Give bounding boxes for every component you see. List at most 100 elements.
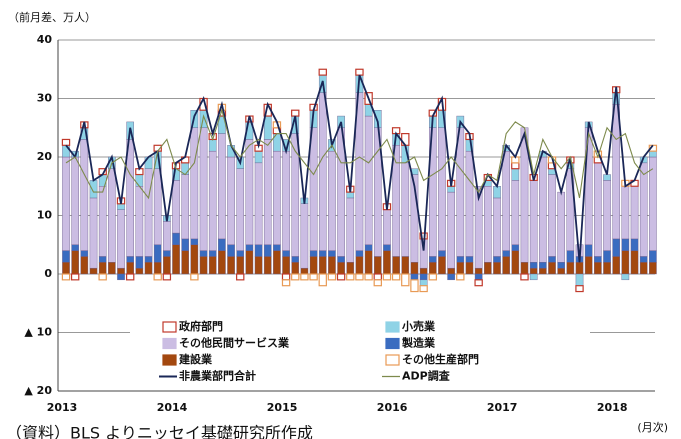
bar-segment [383,244,391,251]
bar-segment [245,139,254,245]
bar-segment [218,250,226,275]
y-tick-label: 20 [37,150,53,163]
bar-segment [447,273,455,281]
bar-segment [364,244,373,251]
bar-segment [318,68,327,76]
bar-segment [199,250,208,257]
bar-segment [621,186,630,240]
bar-segment [227,244,235,257]
bar-segment [98,256,107,263]
bar-segment [355,273,364,281]
bar-segment [153,168,162,245]
y-tick-label: 0 [44,267,52,280]
bar-segment [80,250,89,257]
bar-segment [465,150,474,257]
bar-segment [108,168,116,263]
bar-segment [126,139,134,257]
bar-segment [162,273,172,281]
bar-segment [493,197,501,257]
bar-segment [61,273,71,281]
legend-label: 製造業 [401,336,436,350]
legend-swatch [385,337,400,350]
bar-segment [98,273,107,281]
bar-segment [153,273,162,281]
bar-segment [355,68,364,76]
bar-segment [89,267,98,275]
bar-segment [327,273,337,281]
bar-segment [328,150,336,251]
bar-segment [502,256,510,275]
bar-segment [126,262,134,275]
bar-segment [447,267,455,275]
legend-swatch [385,354,400,366]
bar-segment [401,256,410,275]
bar-segment [62,156,70,251]
bar-segment [346,197,355,263]
bar-segment [594,162,602,257]
bar-segment [484,186,492,263]
bar-segment [172,244,180,275]
bar-segment [336,273,346,281]
bar-segment [125,273,135,281]
bar-segment [575,285,584,293]
bar-segment [474,267,483,275]
legend-label: 小売業 [401,319,436,333]
bar-segment [199,256,208,275]
bar-segment [630,250,639,275]
bar-segment [539,262,547,269]
bar-segment [548,256,556,263]
bar-segment [291,273,300,281]
bar-segment [281,273,291,281]
x-tick-label: 2016 [377,401,408,414]
bar-segment [603,262,611,275]
bar-segment [273,250,281,275]
bar-segment [401,133,410,146]
bar-segment [456,262,465,275]
bar-segment [144,262,153,275]
bar-segment [419,267,428,275]
source-note: （資料）BLS よりニッセイ基礎研究所作成 [6,424,313,439]
bar-segment [566,250,575,263]
bar-segment [474,279,483,287]
bar-segment [318,250,327,257]
bar-segment [218,133,226,240]
bar-segment [355,256,364,275]
bar-segment [429,256,437,263]
bar-segment [529,273,538,281]
line-series [65,74,654,263]
bar-segment [71,250,79,275]
legend-label: ADP調査 [402,369,450,383]
bar-segment [557,267,565,275]
bar-segment [649,156,657,251]
bar-segment [309,127,318,251]
bar-segment [309,250,318,257]
bar-segment [117,267,125,275]
bar-segment [263,244,272,257]
bar-segment [511,168,520,181]
bar-segment [80,139,89,251]
bar-segment [318,92,327,251]
bar-segment [548,262,556,275]
bar-segment [282,250,290,257]
bar-segment [282,256,290,275]
bar-segment [98,186,107,257]
bar-segment [410,273,419,281]
bar-segment [612,238,620,257]
bar-segment [62,145,70,158]
bar-segment [364,250,373,275]
bar-segment [337,262,345,275]
bar-segment [584,244,593,257]
bar-segment [502,150,510,251]
bar-segment [511,180,520,245]
bar-segment [594,256,602,263]
bar-segment [346,273,355,281]
bar-segment [181,174,190,240]
bar-segment [181,250,190,275]
bar-segment [89,197,98,269]
bar-segment [429,262,437,275]
bar-segment [621,273,630,281]
bar-segment [208,256,217,275]
bar-segment [401,162,410,257]
bar-segment [438,127,446,251]
bar-segment [163,250,171,257]
